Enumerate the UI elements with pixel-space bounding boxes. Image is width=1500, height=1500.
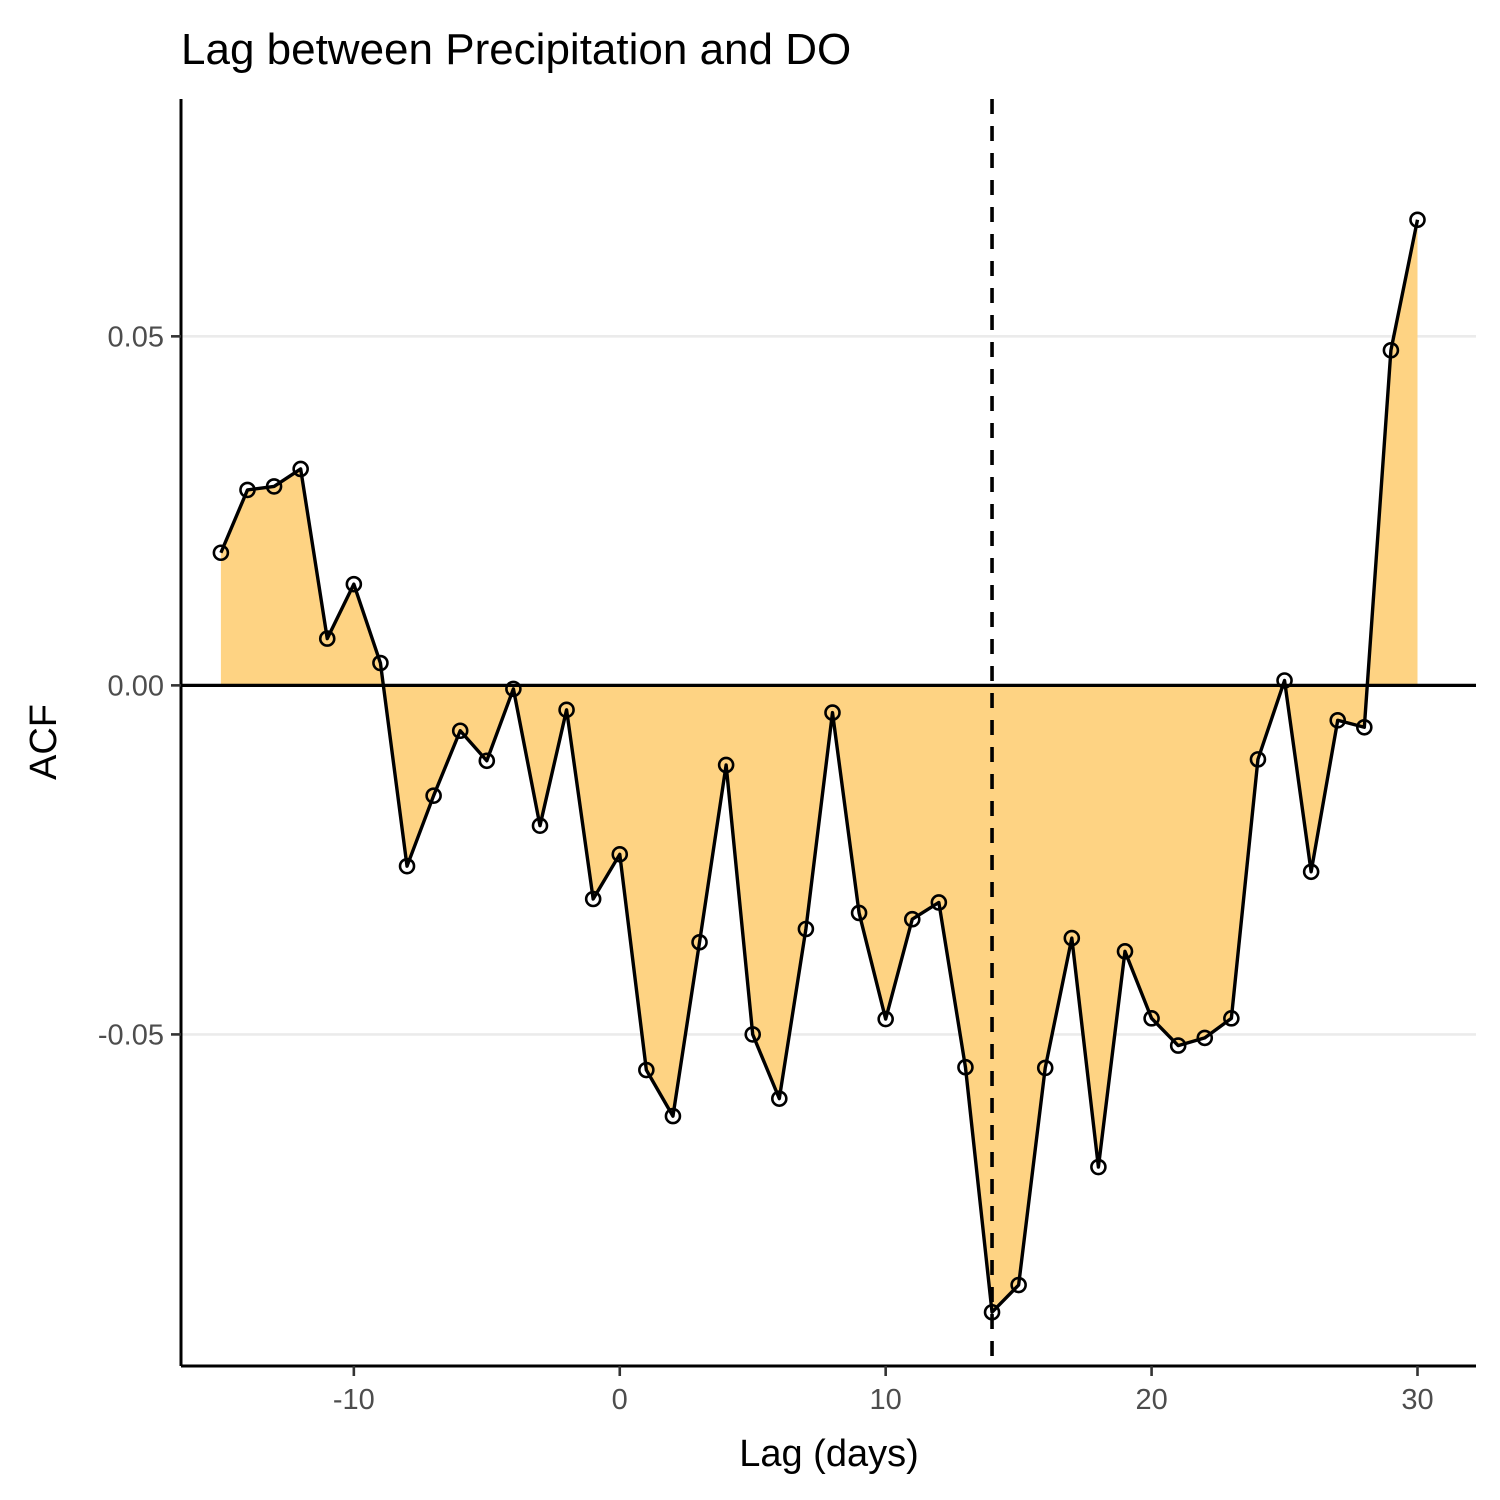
data-point-10 [478,752,496,770]
axes [171,99,1476,1376]
x-axis-title: Lag (days) [739,1433,919,1475]
y-tick-label-1: 0.00 [108,670,164,702]
data-points [212,211,1426,1321]
data-point-32 [1063,929,1081,947]
data-point-4 [318,630,336,647]
data-point-19 [717,756,735,774]
data-point-28 [957,1058,974,1076]
data-point-44 [1382,342,1400,359]
data-point-14 [584,890,602,908]
x-tick-label-3: 20 [1135,1384,1167,1416]
chart-title: Lag between Precipitation and DO [181,25,851,74]
data-point-25 [877,1010,894,1028]
data-point-29 [983,1303,1001,1321]
data-point-34 [1116,943,1134,960]
data-point-0 [212,544,230,562]
data-point-3 [292,460,309,478]
data-point-7 [398,857,416,875]
data-point-43 [1356,718,1373,736]
data-point-15 [611,846,629,863]
data-point-22 [797,920,815,938]
series-line-layer [219,219,1420,1314]
data-point-18 [691,933,708,951]
data-point-1 [239,481,256,499]
data-point-30 [1010,1276,1027,1294]
data-point-40 [1276,672,1293,689]
y-axis-title: ACF [23,704,65,780]
data-point-37 [1196,1029,1214,1047]
data-point-12 [531,817,549,834]
data-point-39 [1249,751,1267,768]
tick-labels: -10 0 10 20 30 -0.05 0.00 0.05 [98,321,1434,1416]
data-point-33 [1090,1158,1107,1176]
x-tick-label-1: 0 [612,1384,628,1416]
data-point-26 [903,910,921,928]
data-point-27 [930,894,948,911]
y-tick-label-2: 0.05 [108,321,164,353]
data-point-2 [265,478,283,495]
data-point-23 [824,704,841,721]
data-point-41 [1302,863,1320,881]
data-point-17 [664,1107,682,1125]
acf-area [220,219,1418,1313]
data-point-5 [345,575,363,593]
data-point-6 [372,654,389,672]
data-point-45 [1409,211,1426,229]
x-tick-label-4: 30 [1401,1384,1433,1416]
data-point-36 [1169,1037,1187,1054]
acf-line [219,219,1420,1314]
data-point-20 [744,1026,762,1043]
data-point-21 [771,1090,788,1107]
data-point-35 [1143,1010,1160,1027]
data-point-11 [505,680,522,698]
data-point-24 [850,904,868,922]
data-point-9 [451,722,469,740]
data-point-16 [638,1061,655,1079]
data-point-8 [425,787,442,804]
reference-lines [181,99,1476,1366]
x-tick-label-0: -10 [333,1384,375,1416]
data-point-13 [558,701,575,719]
data-point-42 [1329,711,1347,729]
y-tick-label-0: -0.05 [98,1019,164,1051]
x-tick-label-2: 10 [870,1384,902,1416]
data-point-38 [1223,1010,1240,1027]
data-point-31 [1036,1059,1054,1077]
area-fill-layer [220,219,1418,1313]
